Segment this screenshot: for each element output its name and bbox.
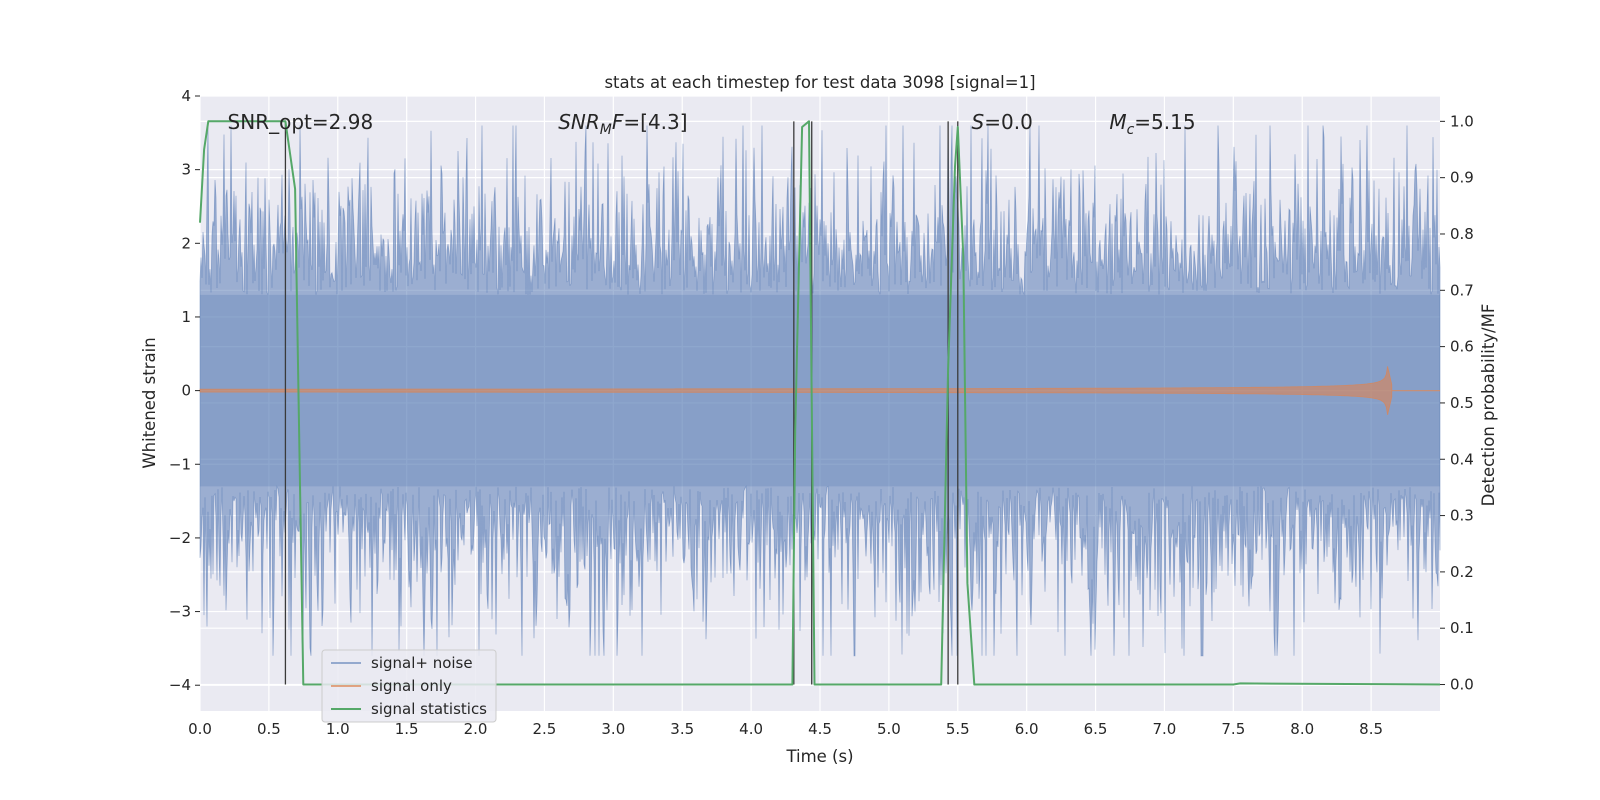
annotation-3: Mc=5.15 — [1109, 110, 1195, 138]
x-tick-label: 8.0 — [1290, 720, 1314, 738]
x-tick-label: 2.5 — [533, 720, 557, 738]
x-axis-label: Time (s) — [785, 747, 853, 766]
x-tick-label: 3.0 — [601, 720, 625, 738]
y2-tick-label: 0.9 — [1450, 169, 1474, 187]
y-tick-label: 3 — [181, 161, 191, 179]
y-tick-label: −4 — [169, 676, 191, 694]
y-axis-label: Whitened strain — [140, 337, 159, 468]
y-tick-label: −3 — [169, 603, 191, 621]
y-tick-label: 4 — [181, 87, 191, 105]
x-tick-label: 4.5 — [808, 720, 832, 738]
y2-tick-label: 0.4 — [1450, 450, 1474, 468]
x-tick-label: 0.0 — [188, 720, 212, 738]
x-tick-label: 4.0 — [739, 720, 763, 738]
x-tick-label: 8.5 — [1359, 720, 1383, 738]
annotation-0: SNR_opt=2.98 — [228, 110, 374, 134]
y2-tick-label: 0.5 — [1450, 394, 1474, 412]
x-ticks: 0.0 0.5 1.0 1.5 2.0 2.5 3.0 3.5 4.0 4.5 5.0 5.5 6.0 6… — [188, 720, 1383, 738]
data-layer — [199, 120, 1441, 686]
annotation-2: S=0.0 — [972, 110, 1033, 134]
legend-label-signal-statistics: signal statistics — [371, 700, 487, 718]
y-tick-label: 0 — [181, 382, 191, 400]
y2-tick-label: 1.0 — [1450, 112, 1474, 130]
x-tick-label: 2.0 — [464, 720, 488, 738]
chart-title: stats at each timestep for test data 309… — [604, 73, 1035, 92]
x-tick-label: 3.5 — [670, 720, 694, 738]
y2-tick-label: 0.7 — [1450, 281, 1474, 299]
y2-ticks: 1.0 0.9 0.8 0.7 0.6 0.5 0.4 0.3 0.2 0.1 0.0 — [1440, 112, 1474, 694]
x-tick-label: 1.5 — [395, 720, 419, 738]
x-tick-label: 7.5 — [1221, 720, 1245, 738]
series-signal-statistics — [199, 120, 1441, 686]
legend-label-signal-only: signal only — [371, 677, 452, 695]
y2-axis-label: Detection probability/MF — [1479, 304, 1498, 507]
y2-tick-label: 0.1 — [1450, 619, 1474, 637]
annotation-1: SNRMF=[4.3] — [558, 110, 687, 138]
x-tick-label: 6.0 — [1015, 720, 1039, 738]
y2-tick-label: 0.2 — [1450, 563, 1474, 581]
legend-box — [321, 649, 497, 723]
y2-tick-label: 0.0 — [1450, 676, 1474, 694]
legend-label-signal-noise: signal+ noise — [371, 654, 473, 672]
x-tick-label: 7.0 — [1153, 720, 1177, 738]
x-tick-label: 0.5 — [257, 720, 281, 738]
y-ticks: 4 3 2 1 0 −1 −2 −3 −4 — [169, 87, 200, 694]
y-tick-label: −2 — [169, 529, 191, 547]
annotations: SNR_opt=2.98 SNRMF=[4.3] S=0.0 Mc=5.15 — [228, 110, 1196, 138]
x-tick-label: 1.0 — [326, 720, 350, 738]
x-tick-label: 5.5 — [946, 720, 970, 738]
y-tick-label: −1 — [169, 455, 191, 473]
x-tick-label: 6.5 — [1084, 720, 1108, 738]
x-tick-label: 5.0 — [877, 720, 901, 738]
y-tick-label: 2 — [181, 234, 191, 252]
legend: signal+ noise signal only signal statist… — [321, 649, 497, 723]
y2-tick-label: 0.6 — [1450, 338, 1474, 356]
y2-tick-label: 0.3 — [1450, 507, 1474, 525]
y-tick-label: 1 — [181, 308, 191, 326]
y2-tick-label: 0.8 — [1450, 225, 1474, 243]
